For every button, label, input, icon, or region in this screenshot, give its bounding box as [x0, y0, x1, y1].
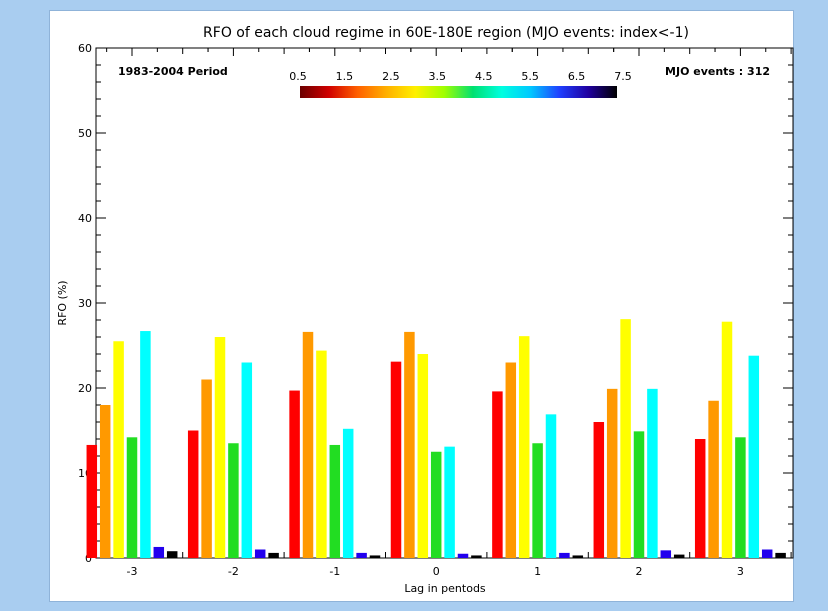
bar — [492, 391, 503, 558]
bar — [214, 337, 226, 558]
bar — [721, 321, 733, 558]
bar — [228, 443, 239, 558]
bar — [606, 388, 618, 558]
bar — [620, 319, 631, 558]
bar — [735, 437, 746, 558]
x-tick-label: 2 — [636, 565, 643, 578]
bar — [748, 355, 760, 558]
colorbar-tick-label: 5.5 — [521, 70, 539, 83]
bar — [633, 431, 645, 558]
x-tick-label: 1 — [534, 565, 541, 578]
bar — [254, 549, 266, 558]
bar — [444, 446, 455, 558]
bar — [532, 443, 543, 558]
colorbar: 0.5 1.5 2.5 3.5 4.5 5.5 6.5 7.5 — [289, 70, 632, 98]
bar — [457, 553, 469, 558]
bar — [113, 341, 124, 558]
bar — [302, 331, 314, 558]
bar — [660, 550, 672, 558]
y-tick-label: 20 — [78, 382, 92, 395]
bar — [417, 354, 429, 558]
y-tick-label: 40 — [78, 212, 92, 225]
x-tick-label: 0 — [433, 565, 440, 578]
bar — [505, 362, 517, 558]
colorbar-tick-label: 4.5 — [475, 70, 493, 83]
y-tick-label: 60 — [78, 42, 92, 55]
y-tick-label: 50 — [78, 127, 92, 140]
bar — [430, 451, 442, 558]
x-axis-label: Lag in pentods — [404, 582, 486, 595]
bar — [673, 554, 685, 558]
bar — [775, 552, 786, 558]
bar — [559, 552, 570, 558]
bar — [572, 555, 584, 558]
bar — [140, 331, 151, 558]
bar — [356, 552, 367, 558]
colorbar-tick-label: 2.5 — [382, 70, 400, 83]
bar — [342, 428, 354, 558]
bar — [390, 361, 402, 558]
bar — [166, 551, 178, 558]
bar — [647, 388, 658, 558]
bar — [201, 379, 212, 558]
colorbar-tick-label: 7.5 — [614, 70, 632, 83]
bar — [289, 390, 300, 558]
colorbar-tick-label: 1.5 — [336, 70, 354, 83]
bar — [316, 350, 327, 558]
colorbar-gradient — [300, 86, 617, 98]
y-axis-label: RFO (%) — [56, 280, 69, 325]
events-annotation: MJO events : 312 — [665, 65, 770, 78]
x-tick-label: -2 — [228, 565, 239, 578]
chart-title: RFO of each cloud regime in 60E-180E reg… — [203, 25, 689, 41]
colorbar-tick-label: 3.5 — [429, 70, 447, 83]
bar — [241, 362, 253, 558]
bar — [761, 549, 773, 558]
bar — [545, 414, 557, 558]
bar — [694, 439, 706, 558]
colorbar-tick-label: 0.5 — [289, 70, 307, 83]
x-tick-label: -3 — [127, 565, 138, 578]
bar — [99, 405, 111, 558]
bar — [329, 444, 341, 558]
y-tick-label: 30 — [78, 297, 92, 310]
bar — [593, 422, 605, 558]
bar — [268, 552, 279, 558]
period-annotation: 1983-2004 Period — [118, 65, 228, 78]
bar — [187, 430, 199, 558]
colorbar-tick-label: 6.5 — [568, 70, 586, 83]
x-tick-label: -1 — [329, 565, 340, 578]
bar — [708, 400, 719, 558]
bar — [518, 336, 530, 558]
bar — [126, 437, 138, 558]
bar — [369, 555, 381, 558]
bar — [404, 331, 415, 558]
bar — [86, 444, 98, 558]
bar-series — [86, 319, 786, 558]
bar — [153, 546, 165, 558]
bar — [471, 555, 482, 558]
x-tick-label: 3 — [737, 565, 744, 578]
y-tick-label: 0 — [85, 552, 92, 565]
